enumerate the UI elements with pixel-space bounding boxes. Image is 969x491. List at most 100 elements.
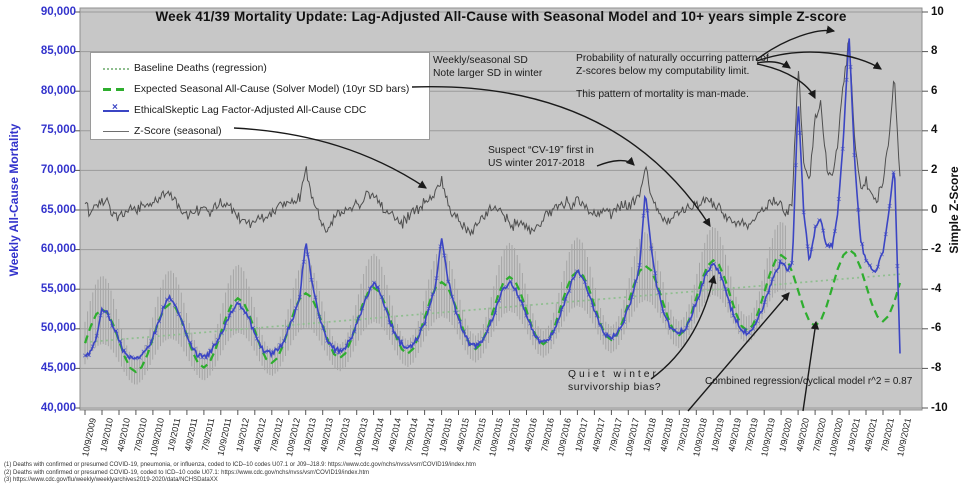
x-tick-label-text: 7/9/2021 bbox=[878, 417, 896, 453]
annotation-weekly-sd-line2: Note larger SD in winter bbox=[433, 67, 543, 79]
x-tick-label-text: 10/9/2012 bbox=[283, 417, 302, 458]
x-tick-label-text: 1/9/2019 bbox=[709, 417, 726, 453]
x-tick-label-text: 1/9/2011 bbox=[165, 417, 183, 452]
annotation-combined-text: Combined regression/cyclical model r^2 =… bbox=[705, 376, 913, 387]
annotation-quiet-line1: Quiet winter bbox=[568, 369, 659, 380]
y-right-tick-label: -6 bbox=[931, 322, 942, 335]
x-tick-label-text: 10/9/2010 bbox=[147, 417, 166, 458]
x-tick-label-text: 1/9/2018 bbox=[641, 417, 659, 453]
y-right-tick-label: 8 bbox=[931, 45, 938, 58]
y-left-tick-label: 40,000 bbox=[40, 401, 76, 414]
x-tick-label-text: 10/9/2021 bbox=[894, 417, 913, 458]
y-left-tick-label: 85,000 bbox=[40, 45, 76, 58]
annotation-suspect-line1: Suspect “CV-19” first in bbox=[488, 145, 594, 156]
y-right-tick-label: -8 bbox=[931, 361, 942, 374]
x-tick-label-text: 1/9/2021 bbox=[844, 417, 862, 453]
legend-swatch-line-icon bbox=[103, 130, 129, 133]
y-left-tick-label: 55,000 bbox=[40, 282, 76, 295]
arrow-suspect-cv19 bbox=[596, 156, 635, 167]
annotation-suspect-line2: US winter 2017-2018 bbox=[488, 157, 585, 169]
x-tick-label-text: 7/9/2020 bbox=[810, 417, 828, 453]
x-tick-label-text: 10/9/2013 bbox=[351, 417, 370, 458]
annotation-weekly-sd: Weekly/seasonal SD Note larger SD in win… bbox=[433, 55, 542, 80]
x-tick-label-text: 4/9/2012 bbox=[250, 417, 268, 453]
x-tick-label-text: 4/9/2015 bbox=[454, 417, 472, 453]
footnote-line: (3) https://www.cdc.gov/flu/weekly/weekl… bbox=[4, 477, 218, 483]
x-tick-label-text: 1/9/2015 bbox=[437, 417, 455, 453]
y-right-tick-label: 2 bbox=[931, 163, 938, 176]
x-tick-label-text: 4/9/2018 bbox=[658, 417, 676, 453]
y-left-tick-label: 65,000 bbox=[40, 203, 76, 216]
y-right-tick-label: 0 bbox=[931, 203, 938, 216]
legend-swatch-dashed-icon bbox=[103, 88, 129, 91]
legend-item: Baseline Deaths (regression) bbox=[91, 58, 429, 79]
annotation-man-made: This pattern of mortality is man-made. bbox=[576, 89, 749, 102]
annotation-weekly-sd-line1: Weekly/seasonal SD bbox=[433, 55, 528, 66]
chart-title: Week 41/39 Mortality Update: Lag-Adjuste… bbox=[155, 9, 847, 24]
y-right-tick-label: 4 bbox=[931, 124, 938, 137]
legend-item-label: Baseline Deaths (regression) bbox=[134, 63, 267, 74]
y-left-tick-label: 70,000 bbox=[40, 163, 76, 176]
x-tick-label-text: 10/9/2019 bbox=[759, 417, 777, 458]
x-tick-label-text: 10/9/2015 bbox=[487, 417, 506, 458]
legend-item: Expected Seasonal All-Cause (Solver Mode… bbox=[91, 79, 429, 100]
annotation-quiet-winter: Quiet winter survivorship bias? bbox=[568, 369, 661, 394]
x-tick-label-text: 4/9/2020 bbox=[793, 417, 811, 453]
legend-swatch-line-x-icon: × bbox=[103, 102, 129, 113]
y-left-tick-label: 80,000 bbox=[40, 84, 76, 97]
legend-item: × EthicalSkeptic Lag Factor-Adjusted All-… bbox=[91, 100, 429, 121]
x-tick-label-text: 10/9/2017 bbox=[623, 417, 642, 458]
x-tick-label-text: 7/9/2015 bbox=[471, 417, 489, 453]
annotation-combined-model: Combined regression/cyclical model r^2 =… bbox=[705, 376, 912, 389]
x-tick-label-text: 4/9/2017 bbox=[590, 417, 608, 453]
legend-item-label: Z-Score (seasonal) bbox=[134, 126, 222, 137]
x-tick-label-text: 1/9/2010 bbox=[97, 417, 115, 453]
y-right-tick-label: -10 bbox=[931, 401, 948, 414]
x-tick-label-text: 4/9/2021 bbox=[861, 417, 879, 453]
arrow-combined-cyclical bbox=[802, 320, 820, 412]
legend-box: Baseline Deaths (regression) Expected Sea… bbox=[90, 52, 430, 140]
x-tick-label-text: 4/9/2016 bbox=[522, 417, 540, 453]
x-tick-label-text: 7/9/2014 bbox=[403, 417, 421, 453]
y-axis-title-right: Simple Z-Score bbox=[947, 166, 961, 254]
x-tick-label-text: 1/9/2013 bbox=[301, 417, 319, 453]
annotation-quiet-line2: survivorship bias? bbox=[568, 381, 662, 393]
y-left-tick-label: 45,000 bbox=[40, 361, 76, 374]
y-left-tick-label: 90,000 bbox=[40, 5, 76, 18]
footnotes: (1) Deaths with confirmed or presumed CO… bbox=[4, 462, 476, 485]
annotation-probability-line1: Probability of naturally occurring patte… bbox=[576, 53, 769, 64]
x-tick-label-text: 1/9/2012 bbox=[233, 417, 251, 453]
x-tick-label-text: 7/9/2017 bbox=[607, 417, 625, 453]
x-tick-label-text: 7/9/2018 bbox=[675, 417, 693, 453]
x-tick-label-text: 10/9/2018 bbox=[691, 417, 710, 458]
x-tick-label-text: 4/9/2011 bbox=[182, 417, 200, 452]
series-seasonal-model bbox=[83, 248, 902, 374]
x-tick-label-text: 10/9/2020 bbox=[826, 417, 845, 458]
x-tick-label-text: 1/9/2017 bbox=[573, 417, 591, 453]
x-tick-label-text: 10/9/2009 bbox=[79, 417, 98, 458]
footnote-line: (1) Deaths with confirmed or presumed CO… bbox=[4, 462, 476, 468]
x-tick-label-text: 7/9/2012 bbox=[267, 417, 285, 453]
x-tick-label-text: 7/9/2013 bbox=[335, 417, 353, 453]
x-tick-label-text: 10/9/2011 bbox=[215, 417, 234, 457]
x-marker-icon: × bbox=[112, 102, 118, 113]
x-tick-label-text: 1/9/2020 bbox=[776, 417, 794, 453]
arrow-combined-regression bbox=[687, 292, 790, 412]
y-left-tick-label: 75,000 bbox=[40, 124, 76, 137]
x-tick-label-text: 7/9/2011 bbox=[199, 417, 217, 452]
legend-item-label: Expected Seasonal All-Cause (Solver Mode… bbox=[134, 84, 410, 95]
x-tick-label-text: 4/9/2013 bbox=[318, 417, 336, 453]
y-right-tick-label: -2 bbox=[931, 243, 942, 256]
series-baseline-regression bbox=[84, 273, 901, 344]
annotation-man-made-text: This pattern of mortality is man-made. bbox=[576, 89, 749, 100]
x-tick-label-text: 7/9/2019 bbox=[743, 417, 760, 453]
legend-swatch-dotted-icon bbox=[103, 67, 129, 70]
y-right-tick-label: -4 bbox=[931, 282, 942, 295]
annotation-suspect-cv19: Suspect “CV-19” first in US winter 2017-… bbox=[488, 145, 594, 170]
arrow-prob-peak-sep2021 bbox=[756, 51, 882, 70]
arrow-quiet-winter bbox=[650, 274, 717, 380]
sd-bars bbox=[84, 222, 786, 385]
legend-item: Z-Score (seasonal) bbox=[91, 121, 429, 142]
y-left-tick-label: 60,000 bbox=[40, 243, 76, 256]
